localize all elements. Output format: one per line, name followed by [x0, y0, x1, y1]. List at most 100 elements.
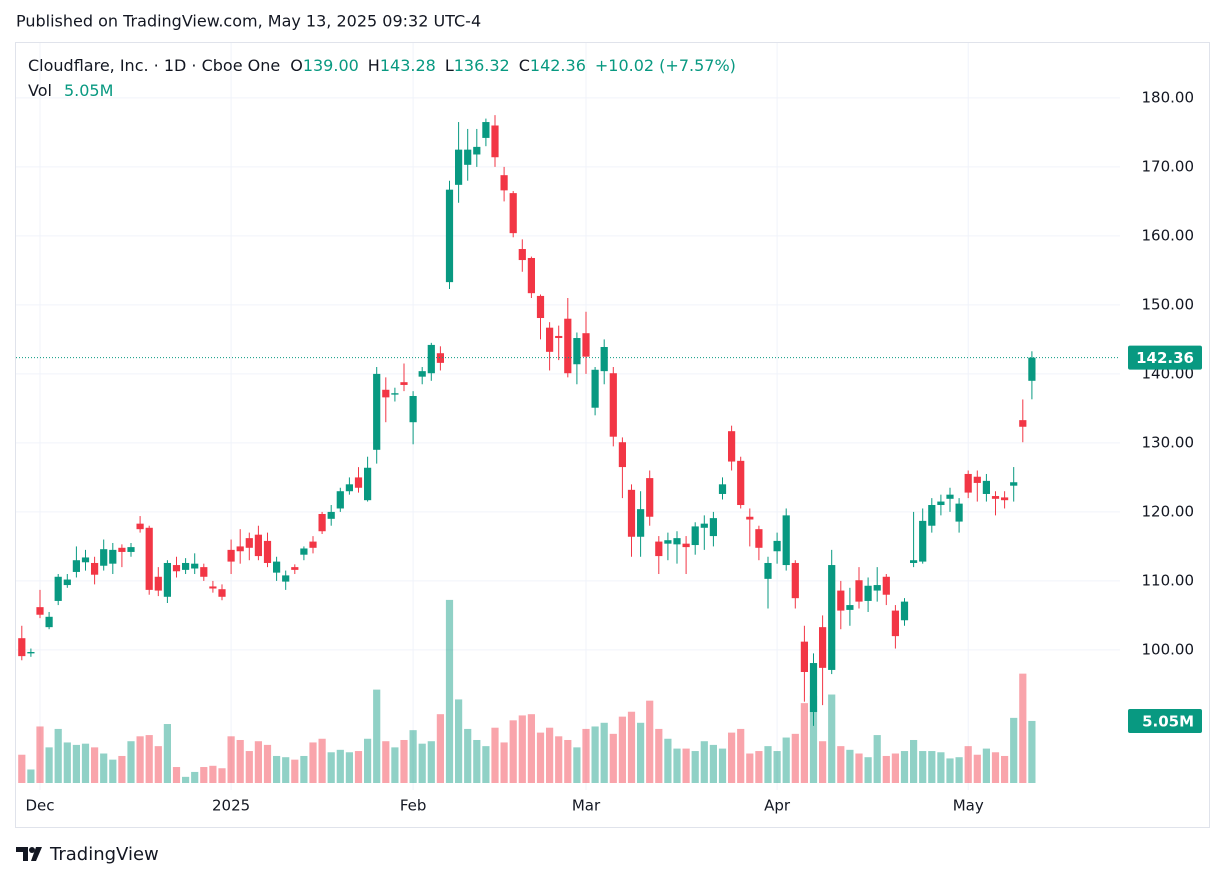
- candle-body: [718, 484, 727, 494]
- candle-body: [191, 563, 199, 569]
- candle-body: [273, 561, 281, 573]
- candle-body: [145, 527, 153, 590]
- legend-ohlc-value: 136.32: [454, 56, 510, 75]
- volume-bar: [991, 752, 1000, 783]
- volume-bar: [136, 736, 144, 783]
- candle-body: [546, 327, 554, 352]
- candle-body: [973, 476, 981, 483]
- candle-body: [118, 547, 126, 552]
- volume-bar: [209, 765, 217, 783]
- volume-legend: Vol 5.05M: [28, 81, 113, 100]
- volume-bar: [964, 746, 972, 783]
- candle-body: [200, 567, 208, 577]
- candle-body: [63, 579, 71, 586]
- last-price-box: [1128, 345, 1202, 370]
- candle-body: [172, 565, 181, 572]
- volume-bar: [755, 751, 763, 783]
- volume-bar: [455, 699, 463, 783]
- volume-bar: [91, 747, 99, 783]
- volume-bar: [855, 753, 863, 783]
- volume-bar: [373, 689, 381, 783]
- candle-body: [318, 513, 326, 532]
- volume-bar: [919, 751, 927, 783]
- volume-bar: [318, 738, 326, 783]
- volume-bar: [700, 741, 708, 783]
- volume-bar: [18, 754, 26, 783]
- candle-body: [254, 534, 262, 557]
- candle-body: [618, 442, 626, 468]
- candle-body: [609, 373, 617, 437]
- volume-bar: [218, 768, 226, 783]
- last-volume-box: [1128, 708, 1202, 733]
- volume-bar: [691, 751, 699, 783]
- volume-bar: [236, 739, 244, 783]
- candle-body: [755, 529, 763, 548]
- candle-body: [664, 540, 672, 544]
- candle-body: [946, 494, 954, 499]
- candle-body: [445, 189, 454, 283]
- candle-body: [1019, 420, 1027, 427]
- volume-bar: [718, 748, 727, 783]
- candle-body: [509, 193, 517, 234]
- volume-bar: [263, 744, 272, 783]
- volume-bar: [309, 742, 317, 783]
- legend-change: +10.02 (+7.57%): [595, 56, 736, 75]
- volume-bar: [1019, 673, 1027, 783]
- volume-bar: [200, 767, 208, 783]
- volume-bar: [1028, 720, 1036, 783]
- volume-bar: [682, 748, 690, 783]
- volume-bar: [27, 769, 35, 783]
- candle-body: [991, 496, 1000, 499]
- last-volume-label: 5.05M: [1142, 712, 1194, 730]
- legend-title: Cloudflare, Inc. · 1D · Cboe One: [28, 56, 280, 75]
- candle-body: [1028, 357, 1036, 381]
- legend-ohlc-label: C: [519, 56, 530, 75]
- candle-body: [773, 540, 781, 552]
- candle-body: [655, 541, 663, 557]
- volume-bar: [828, 694, 836, 783]
- candle-body: [1010, 482, 1018, 486]
- volume-bar: [163, 724, 171, 783]
- volume-bar: [527, 714, 535, 783]
- legend-ohlc-value: 143.28: [380, 56, 436, 75]
- volume-bar: [809, 695, 818, 783]
- candle-body: [1001, 497, 1009, 501]
- candle-body: [72, 560, 80, 572]
- candle-body: [136, 523, 144, 530]
- volume-bar: [45, 747, 53, 783]
- candle-body: [18, 638, 26, 657]
- candle-body: [646, 478, 654, 517]
- volume-bar: [618, 716, 626, 783]
- candle-body: [782, 515, 790, 566]
- volume-bar: [937, 752, 945, 783]
- volume-bar: [127, 741, 135, 783]
- volume-bar: [245, 751, 253, 783]
- volume-bar: [81, 743, 90, 783]
- legend-ohlc-value: 142.36: [530, 56, 586, 75]
- volume-bar: [800, 703, 808, 783]
- volume-bar: [54, 728, 62, 783]
- candle-body: [400, 382, 408, 385]
- volume-bar: [546, 727, 554, 783]
- volume-bar: [555, 736, 563, 783]
- volume-bar: [1010, 717, 1018, 783]
- volume-bar: [354, 751, 363, 783]
- volume-bar: [982, 748, 990, 783]
- candle-body: [364, 467, 372, 501]
- candle-body: [354, 477, 363, 488]
- candle-body: [436, 353, 444, 363]
- candle-body: [536, 295, 545, 319]
- footer-logo: [16, 847, 42, 861]
- volume-bar: [36, 726, 44, 783]
- candle-body: [282, 575, 290, 582]
- volume-bar: [464, 728, 472, 783]
- volume-bar: [409, 730, 417, 783]
- volume-bar: [509, 720, 517, 783]
- volume-bar: [336, 749, 344, 783]
- volume-bar: [364, 738, 372, 783]
- volume-bar: [955, 757, 963, 783]
- x-tick-label: Feb: [400, 797, 427, 815]
- candle-body: [391, 393, 399, 395]
- candle-body: [882, 576, 890, 595]
